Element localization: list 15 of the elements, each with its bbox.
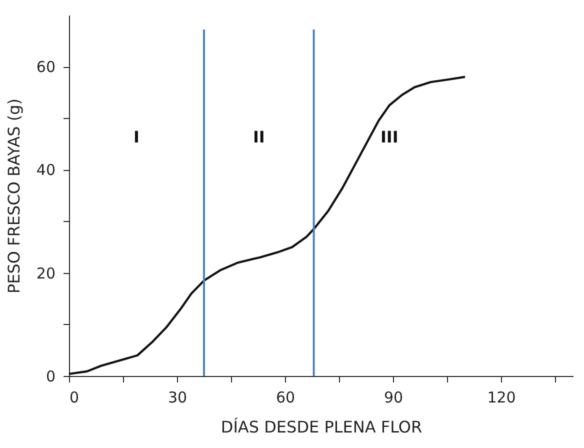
x-tick-label: 90	[384, 388, 404, 406]
y-tick-label: 40	[36, 161, 56, 180]
x-tick-label: 120	[487, 388, 516, 406]
line-series	[68, 76, 466, 376]
x-axis-title: DÍAS DESDE PLENA FLOR	[220, 418, 422, 436]
y-tick-label: 20	[36, 264, 56, 282]
x-tick-label: 60	[276, 388, 296, 406]
y-tick-label: 0	[46, 368, 56, 386]
x-tick-label: 0	[70, 388, 80, 406]
y-axis-title: PESO FRESCO BAYAS (g)	[4, 98, 24, 294]
annotation: III	[380, 128, 398, 147]
annotation: II	[252, 128, 265, 147]
x-tick-label: 30	[168, 388, 188, 406]
annotation: I	[134, 128, 140, 147]
y-tick-label: 60	[36, 58, 56, 76]
